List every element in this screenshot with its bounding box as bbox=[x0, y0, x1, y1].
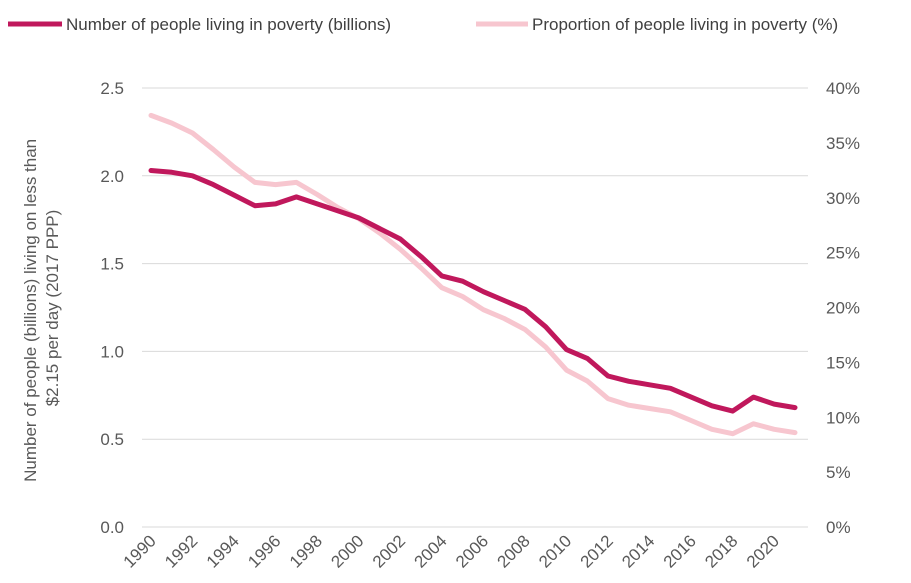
legend: Number of people living in poverty (bill… bbox=[8, 15, 838, 34]
left-tick-label: 1.5 bbox=[100, 255, 124, 274]
x-tick-label: 2020 bbox=[743, 531, 783, 571]
left-tick-label: 0.0 bbox=[100, 518, 124, 537]
x-tick-label: 1998 bbox=[286, 531, 326, 571]
right-axis-ticks: 0% 5% 10% 15% 20% 25% 30% 35% 40% bbox=[826, 79, 860, 537]
right-tick-label: 15% bbox=[826, 353, 860, 372]
x-tick-label: 2004 bbox=[410, 531, 450, 571]
series-line-count bbox=[148, 168, 798, 414]
x-tick-label: 1996 bbox=[244, 531, 284, 571]
right-tick-label: 30% bbox=[826, 189, 860, 208]
legend-label-proportion: Proportion of people living in poverty (… bbox=[532, 15, 838, 34]
series-line-proportion bbox=[148, 112, 798, 437]
series-group bbox=[148, 112, 798, 437]
y-axis-title: Number of people (billions) living on le… bbox=[21, 134, 62, 482]
legend-label-count: Number of people living in poverty (bill… bbox=[66, 15, 391, 34]
left-tick-label: 2.0 bbox=[100, 167, 124, 186]
left-tick-label: 0.5 bbox=[100, 430, 124, 449]
gridlines bbox=[142, 87, 808, 528]
x-tick-label: 2006 bbox=[452, 531, 492, 571]
x-tick-label: 2002 bbox=[369, 531, 409, 571]
right-tick-label: 40% bbox=[826, 79, 860, 98]
x-tick-label: 2008 bbox=[494, 531, 534, 571]
x-tick-label: 2018 bbox=[701, 531, 741, 571]
x-tick-label: 2014 bbox=[618, 531, 658, 571]
x-axis-ticks: 1990 1992 1994 1996 1998 2000 2002 2004 2006 2008… bbox=[120, 531, 783, 571]
x-tick-label: 1990 bbox=[120, 531, 160, 571]
x-tick-label: 2016 bbox=[660, 531, 700, 571]
right-tick-label: 20% bbox=[826, 299, 860, 318]
left-tick-label: 1.0 bbox=[100, 342, 124, 361]
left-tick-label: 2.5 bbox=[100, 79, 124, 98]
x-tick-label: 1992 bbox=[161, 531, 201, 571]
x-tick-label: 2012 bbox=[577, 531, 617, 571]
x-tick-label: 1994 bbox=[203, 531, 243, 571]
y-axis-title-line-2: $2.15 per day (2017 PPP) bbox=[43, 210, 62, 407]
x-tick-label: 2000 bbox=[327, 531, 367, 571]
right-tick-label: 25% bbox=[826, 244, 860, 263]
left-axis-ticks: 0.0 0.5 1.0 1.5 2.0 2.5 bbox=[100, 79, 124, 537]
right-tick-label: 35% bbox=[826, 134, 860, 153]
right-tick-label: 0% bbox=[826, 518, 851, 537]
y-axis-title-line-1: Number of people (billions) living on le… bbox=[21, 139, 40, 482]
right-tick-label: 5% bbox=[826, 463, 851, 482]
right-tick-label: 10% bbox=[826, 408, 860, 427]
x-tick-label: 2010 bbox=[535, 531, 575, 571]
